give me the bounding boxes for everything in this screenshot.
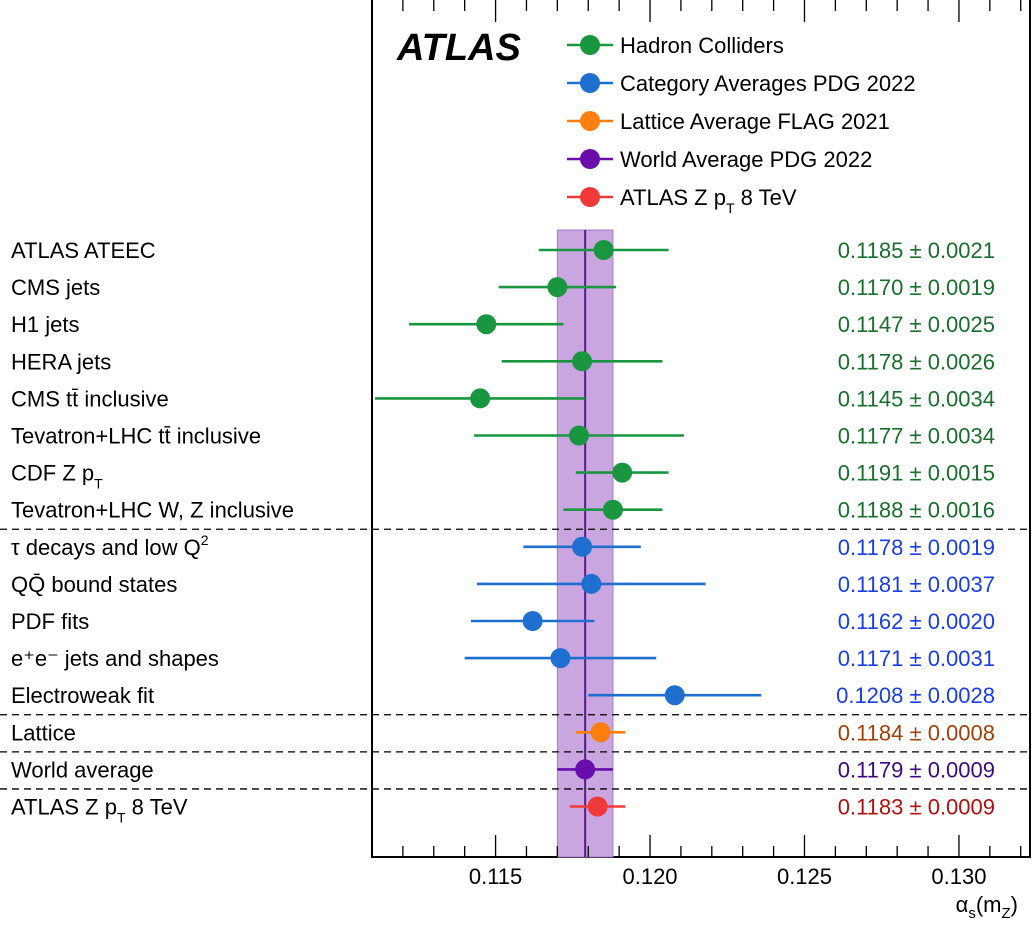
measurement-marker <box>575 759 596 780</box>
group-separators <box>0 528 1030 790</box>
legend-label: Hadron Colliders <box>620 33 784 58</box>
measurement-labels: ATLAS ATEEC CMS jets H1 jets HERA jets CMS t… <box>11 238 294 826</box>
legend-marker <box>580 187 600 207</box>
measurement-marker <box>581 573 602 594</box>
measurement-marker <box>572 351 593 372</box>
measurement-value: 0.1208 ± 0.0028 <box>836 683 995 708</box>
measurement-marker <box>664 685 685 706</box>
legend-label: Category Averages PDG 2022 <box>620 71 916 96</box>
measurement-value: 0.1177 ± 0.0034 <box>838 424 995 449</box>
measurement-label: PDF fits <box>11 609 89 634</box>
measurement-marker <box>587 796 608 817</box>
measurement-label: CDF Z pT <box>11 461 103 492</box>
measurement-value: 0.1171 ± 0.0031 <box>838 646 995 671</box>
x-axis: 0.115 0.120 0.125 0.130 <box>402 0 1022 889</box>
measurement-value: 0.1162 ± 0.0020 <box>838 609 995 634</box>
legend-marker <box>580 111 600 131</box>
measurement-marker <box>550 648 571 669</box>
measurement-label: World average <box>11 757 154 782</box>
measurement-value: 0.1178 ± 0.0019 <box>838 535 995 560</box>
measurement-marker <box>547 277 568 298</box>
measurement-value: 0.1185 ± 0.0021 <box>838 238 995 263</box>
measurement-label: HERA jets <box>11 349 111 374</box>
measurement-label: H1 jets <box>11 312 79 337</box>
measurement-marker <box>476 314 497 335</box>
measurement-value: 0.1183 ± 0.0009 <box>838 795 995 820</box>
measurement-marker <box>568 425 589 446</box>
legend-marker <box>580 35 600 55</box>
legend-label: Lattice Average FLAG 2021 <box>620 109 890 134</box>
legend: Hadron Colliders Category Averages PDG 20… <box>567 33 916 216</box>
measurement-label: Tevatron+LHC tt̄ inclusive <box>11 424 261 449</box>
measurement-points <box>375 240 762 817</box>
legend-label: World Average PDG 2022 <box>620 147 872 172</box>
x-tick-label: 0.115 <box>469 864 522 889</box>
measurement-value: 0.1170 ± 0.0019 <box>838 275 995 300</box>
measurement-label: Tevatron+LHC W, Z inclusive <box>11 498 294 523</box>
measurement-label: CMS tt̄ inclusive <box>11 386 169 411</box>
measurement-value: 0.1188 ± 0.0016 <box>838 498 995 523</box>
measurement-marker <box>522 611 543 631</box>
measurement-value: 0.1179 ± 0.0009 <box>838 757 995 782</box>
measurement-label: τ decays and low Q2 <box>11 532 209 560</box>
plot-frame <box>371 0 1031 858</box>
measurement-value: 0.1145 ± 0.0034 <box>838 386 995 411</box>
measurement-label: QQ̄ bound states <box>11 572 177 597</box>
measurement-value: 0.1184 ± 0.0008 <box>838 720 995 745</box>
measurement-value: 0.1181 ± 0.0037 <box>838 572 995 597</box>
measurement-value: 0.1178 ± 0.0026 <box>838 349 995 374</box>
measurement-label: ATLAS Z pT 8 TeV <box>11 795 188 826</box>
legend-marker <box>580 149 600 169</box>
experiment-label: ATLAS <box>396 27 521 69</box>
measurement-label: Electroweak fit <box>11 683 154 708</box>
measurement-marker <box>590 722 611 743</box>
x-tick-label: 0.120 <box>622 864 677 889</box>
measurement-marker <box>602 499 623 520</box>
measurement-marker <box>593 240 614 260</box>
x-axis-title: αs(mZ) <box>956 892 1018 922</box>
legend-marker <box>580 73 600 93</box>
legend-label: ATLAS Z pT 8 TeV <box>620 185 797 216</box>
measurement-value: 0.1147 ± 0.0025 <box>838 312 995 337</box>
measurement-label: ATLAS ATEEC <box>11 238 156 263</box>
x-tick-label: 0.130 <box>931 864 986 889</box>
measurement-marker <box>612 462 633 483</box>
measurement-label: CMS jets <box>11 275 100 300</box>
measurement-marker <box>572 536 593 557</box>
measurement-values: 0.1185 ± 0.0021 0.1170 ± 0.0019 0.1147 ± 0… <box>836 238 995 820</box>
measurement-label: e⁺e⁻ jets and shapes <box>11 646 219 671</box>
measurement-marker <box>470 388 491 409</box>
measurement-value: 0.1191 ± 0.0015 <box>838 461 995 486</box>
measurement-label: Lattice <box>11 720 76 745</box>
x-tick-label: 0.125 <box>777 864 832 889</box>
